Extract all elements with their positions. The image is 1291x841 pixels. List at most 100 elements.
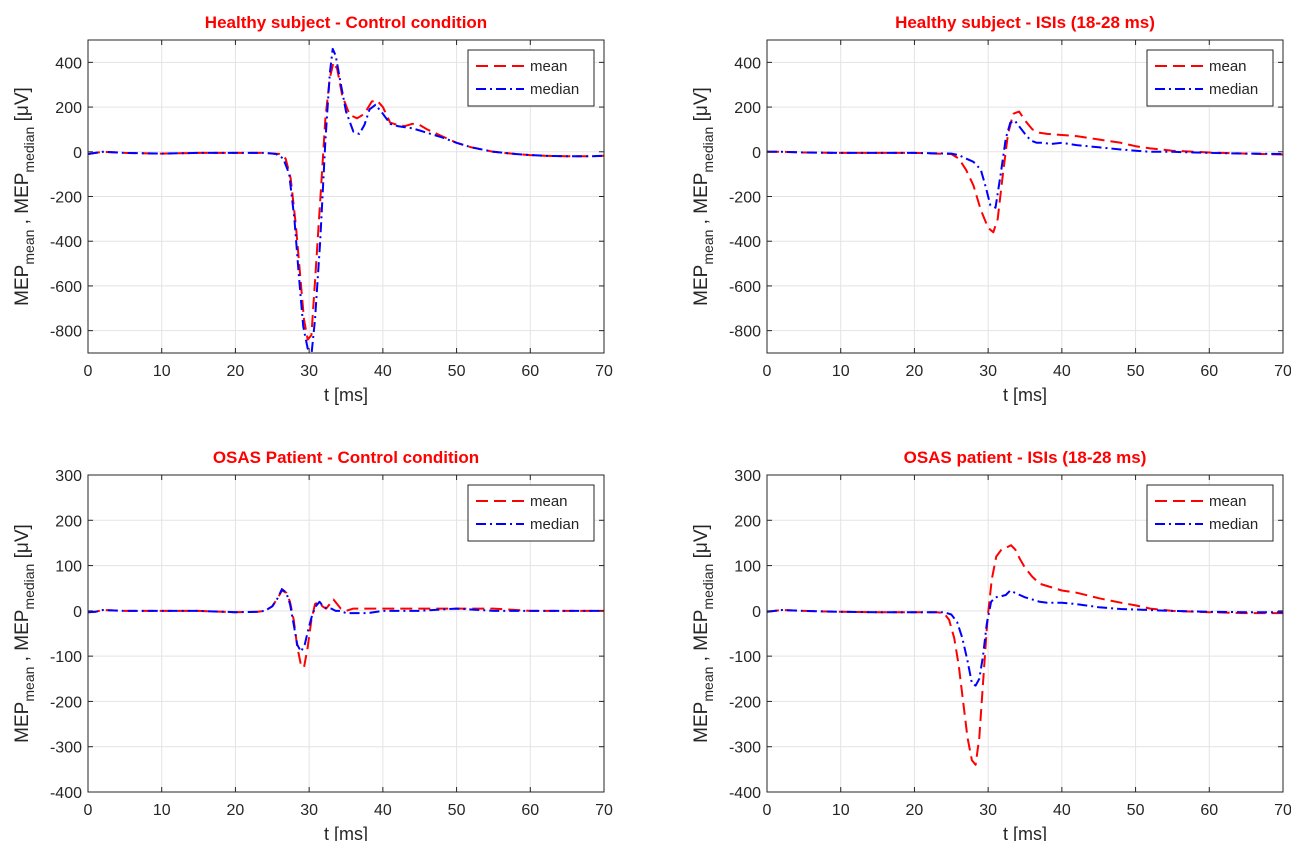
- x-axis-label: t [ms]: [1003, 824, 1047, 841]
- y-tick-label: 200: [734, 100, 761, 117]
- chart-title: OSAS Patient - Control condition: [213, 448, 479, 467]
- x-tick-label: 30: [979, 802, 997, 819]
- y-tick-label: -200: [50, 694, 82, 711]
- x-tick-label: 0: [763, 802, 772, 819]
- x-tick-label: 40: [1053, 802, 1071, 819]
- legend-label-mean: mean: [530, 58, 568, 75]
- x-tick-label: 20: [906, 802, 924, 819]
- y-axis-label: MEPmean , MEPmedian [μV]: [691, 524, 716, 743]
- legend-box: [467, 49, 595, 107]
- axes-frame: [87, 474, 605, 793]
- x-tick-label: 20: [227, 802, 245, 819]
- x-tick-label: 10: [153, 802, 171, 819]
- x-tick-label: 0: [84, 802, 93, 819]
- series-line-mean: [767, 110, 1283, 234]
- y-tick-label: -800: [729, 324, 761, 341]
- y-tick-label: -100: [50, 649, 82, 666]
- x-tick-label: 60: [521, 363, 539, 380]
- subplot-3: 0 10 20 30 40 50 60 70 -400 -300 -200 -100 0 100 200 30…: [12, 448, 613, 841]
- y-tick-label: 300: [734, 468, 761, 485]
- chart-title: OSAS patient - ISIs (18-28 ms): [904, 448, 1147, 467]
- y-tick-label: 400: [55, 55, 82, 72]
- legend-label-mean: mean: [530, 493, 568, 510]
- subplot-4: 0 10 20 30 40 50 60 70 -400 -300 -200 -100 0 100 200 30…: [691, 448, 1291, 841]
- y-tick-label: -200: [729, 694, 761, 711]
- legend: mean median: [1146, 49, 1274, 107]
- y-tick-label: -600: [729, 279, 761, 296]
- y-tick-label: 0: [752, 604, 761, 621]
- x-tick-label: 60: [1200, 363, 1218, 380]
- x-tick-label: 10: [153, 363, 171, 380]
- x-tick-label: 0: [84, 363, 93, 380]
- x-tick-label: 30: [300, 802, 318, 819]
- subplot-2: 0 10 20 30 40 50 60 70 -800 -600 -400 -200 0 200 400 He…: [691, 13, 1291, 405]
- x-tick-label: 60: [1200, 802, 1218, 819]
- chart-title: Healthy subject - ISIs (18-28 ms): [895, 13, 1155, 32]
- y-tick-label: 100: [734, 559, 761, 576]
- y-tick-label: 0: [752, 145, 761, 162]
- x-tick-label: 20: [227, 363, 245, 380]
- legend-label-median: median: [530, 81, 579, 98]
- x-tick-label: 20: [906, 363, 924, 380]
- y-axis-label: MEPmean , MEPmedian [μV]: [12, 524, 37, 743]
- y-tick-label: -400: [50, 785, 82, 802]
- x-tick-label: 50: [1127, 363, 1145, 380]
- y-tick-label: 200: [55, 100, 82, 117]
- y-axis-label: MEPmean , MEPmedian [μV]: [691, 87, 716, 306]
- y-tick-label: -800: [50, 324, 82, 341]
- y-tick-label: -400: [50, 234, 82, 251]
- y-tick-label: 400: [734, 55, 761, 72]
- x-axis-label: t [ms]: [324, 824, 368, 841]
- x-axis-label: t [ms]: [324, 385, 368, 405]
- legend-box: [467, 484, 595, 542]
- y-tick-label: -400: [729, 234, 761, 251]
- series-line-median: [767, 119, 1283, 209]
- x-tick-label: 10: [832, 363, 850, 380]
- x-tick-label: 10: [832, 802, 850, 819]
- y-tick-label: -100: [729, 649, 761, 666]
- legend-box: [1146, 49, 1274, 107]
- y-tick-label: -200: [50, 190, 82, 207]
- series-line-median: [767, 589, 1283, 687]
- legend-label-median: median: [1209, 81, 1258, 98]
- legend: mean median: [467, 49, 595, 107]
- subplot-1: 0 10 20 30 40 50 60 70 -800 -600 -400 -200 0 200 400 He…: [12, 13, 613, 405]
- x-tick-label: 50: [448, 363, 466, 380]
- y-tick-label: 0: [73, 145, 82, 162]
- series-line-median: [88, 47, 604, 353]
- x-tick-label: 40: [374, 363, 392, 380]
- y-tick-label: 300: [55, 468, 82, 485]
- x-tick-label: 40: [1053, 363, 1071, 380]
- x-tick-label: 70: [595, 363, 613, 380]
- y-tick-label: -600: [50, 279, 82, 296]
- x-tick-label: 40: [374, 802, 392, 819]
- x-tick-label: 50: [1127, 802, 1145, 819]
- legend: mean median: [1146, 484, 1274, 542]
- y-tick-label: 0: [73, 604, 82, 621]
- legend-box: [1146, 484, 1274, 542]
- x-tick-label: 0: [763, 363, 772, 380]
- axes-frame: [766, 474, 1284, 793]
- y-tick-label: -300: [50, 740, 82, 757]
- y-axis-label: MEPmean , MEPmedian [μV]: [12, 87, 37, 306]
- y-tick-label: -300: [729, 740, 761, 757]
- series-line-median: [88, 588, 604, 653]
- x-axis-label: t [ms]: [1003, 385, 1047, 405]
- series-line-mean: [767, 544, 1283, 766]
- x-tick-label: 70: [1274, 363, 1291, 380]
- x-tick-label: 70: [1274, 802, 1291, 819]
- chart-title: Healthy subject - Control condition: [205, 13, 487, 32]
- x-tick-label: 60: [521, 802, 539, 819]
- legend-label-mean: mean: [1209, 58, 1247, 75]
- legend-label-mean: mean: [1209, 493, 1247, 510]
- x-tick-label: 50: [448, 802, 466, 819]
- y-tick-label: 200: [734, 513, 761, 530]
- x-tick-label: 30: [300, 363, 318, 380]
- legend: mean median: [467, 484, 595, 542]
- legend-label-median: median: [530, 516, 579, 533]
- y-tick-label: 100: [55, 559, 82, 576]
- x-tick-label: 30: [979, 363, 997, 380]
- legend-label-median: median: [1209, 516, 1258, 533]
- y-tick-label: -200: [729, 190, 761, 207]
